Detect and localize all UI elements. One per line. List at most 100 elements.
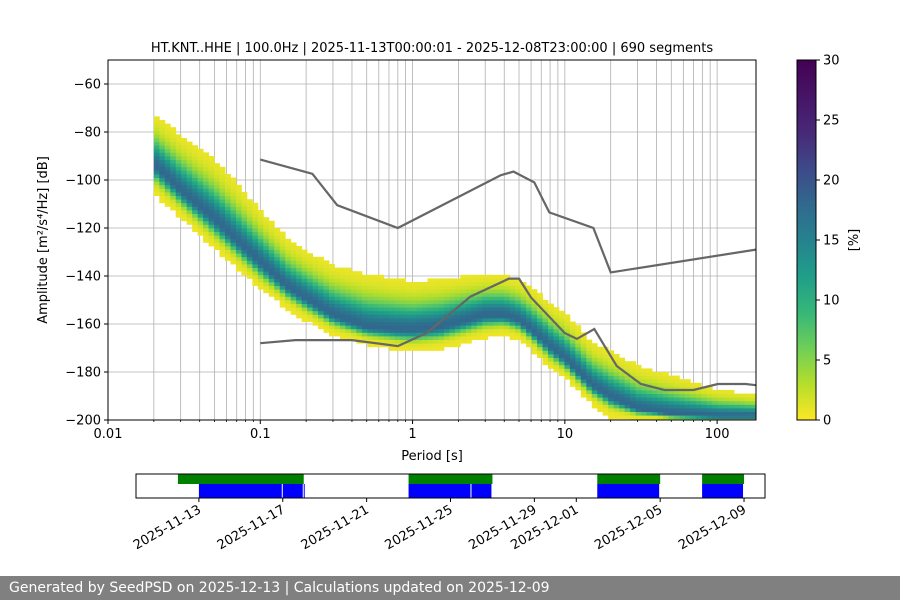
psd-cell <box>394 336 401 340</box>
psd-cell <box>553 307 560 312</box>
psd-cell <box>608 350 615 355</box>
psd-cell <box>367 318 374 322</box>
psd-cell <box>531 346 538 351</box>
psd-cell <box>657 375 664 380</box>
psd-cell <box>750 393 756 398</box>
psd-cell <box>537 310 543 315</box>
psd-cell <box>208 181 215 186</box>
psd-cell <box>268 249 275 254</box>
psd-cell <box>268 220 275 225</box>
psd-cell <box>739 411 746 416</box>
psd-cell <box>422 318 428 322</box>
psd-cell <box>159 174 166 178</box>
coverage-bars <box>177 474 745 498</box>
psd-cell <box>225 217 231 222</box>
psd-cell <box>471 321 478 326</box>
psd-cell <box>460 328 467 333</box>
psd-cell <box>285 271 292 276</box>
psd-cell <box>164 199 171 204</box>
psd-cell <box>564 375 571 380</box>
psd-cell <box>427 314 434 319</box>
psd-cell <box>520 318 527 322</box>
psd-cell <box>487 274 494 279</box>
psd-cell <box>547 321 554 326</box>
psd-cell <box>301 256 308 261</box>
psd-cell <box>646 408 653 412</box>
x-tick-label: 10 <box>557 427 574 442</box>
psd-cell <box>334 328 341 333</box>
psd-cell <box>164 184 171 189</box>
psd-cell <box>547 357 554 362</box>
psd-cell <box>405 303 412 308</box>
psd-cell <box>230 256 237 261</box>
psd-cell <box>318 310 324 315</box>
psd-cell <box>219 238 226 243</box>
psd-cell <box>235 235 242 240</box>
psd-cell <box>241 210 248 214</box>
psd-cell <box>274 274 281 279</box>
psd-cell <box>389 282 396 286</box>
psd-cell <box>487 300 494 304</box>
psd-cell <box>717 393 724 398</box>
psd-cell <box>651 418 658 420</box>
psd-cell <box>602 368 609 373</box>
psd-cell <box>493 292 500 297</box>
psd-cell <box>208 188 215 193</box>
psd-cell <box>706 411 713 416</box>
psd-cell <box>356 310 363 315</box>
psd-cell <box>350 296 357 301</box>
psd-cell <box>504 303 511 308</box>
psd-cell <box>235 246 242 250</box>
psd-cell <box>175 134 182 139</box>
psd-cell <box>591 368 598 373</box>
psd-cell <box>641 404 647 409</box>
psd-cell <box>476 278 483 283</box>
psd-cell <box>586 397 593 402</box>
psd-cell <box>263 264 270 268</box>
psd-cell <box>526 307 532 312</box>
psd-cell <box>482 310 489 315</box>
colorbar-tick-label: 25 <box>823 114 840 129</box>
psd-cell <box>575 346 582 351</box>
psd-cell <box>433 278 439 283</box>
psd-cell <box>225 199 231 204</box>
psd-cell <box>695 393 702 398</box>
psd-cell <box>569 350 576 355</box>
psd-cell <box>438 278 445 283</box>
psd-cell <box>214 235 220 240</box>
psd-cell <box>175 188 182 193</box>
psd-cell <box>498 307 505 312</box>
psd-cell <box>257 213 264 218</box>
psd-cell <box>602 386 609 391</box>
psd-cell <box>569 372 576 376</box>
psd-cell <box>252 260 259 265</box>
psd-cell <box>619 361 626 366</box>
psd-cell <box>465 285 472 290</box>
psd-cell <box>712 397 719 402</box>
psd-cell <box>651 415 658 420</box>
psd-cell <box>613 357 620 362</box>
psd-cell <box>285 307 292 312</box>
psd-cell <box>268 228 275 232</box>
psd-cell <box>443 296 450 301</box>
psd-cell <box>635 364 642 369</box>
psd-cell <box>542 318 549 322</box>
psd-cell <box>465 325 472 330</box>
psd-cell <box>296 303 303 308</box>
psd-cell <box>389 278 396 283</box>
colorbar-tick-label: 0 <box>823 414 831 429</box>
psd-cell <box>657 390 664 394</box>
psd-cell <box>504 314 511 319</box>
psd-cell <box>619 404 626 409</box>
psd-cell <box>372 278 379 283</box>
psd-cell <box>186 177 193 182</box>
psd-cell <box>263 289 270 294</box>
psd-cell <box>706 386 713 391</box>
psd-cell <box>673 418 680 420</box>
psd-cell <box>235 224 242 229</box>
psd-cell <box>613 386 620 391</box>
psd-cell <box>274 271 281 276</box>
psd-cell <box>164 138 171 142</box>
psd-cell <box>350 271 357 276</box>
psd-cell <box>230 238 237 243</box>
